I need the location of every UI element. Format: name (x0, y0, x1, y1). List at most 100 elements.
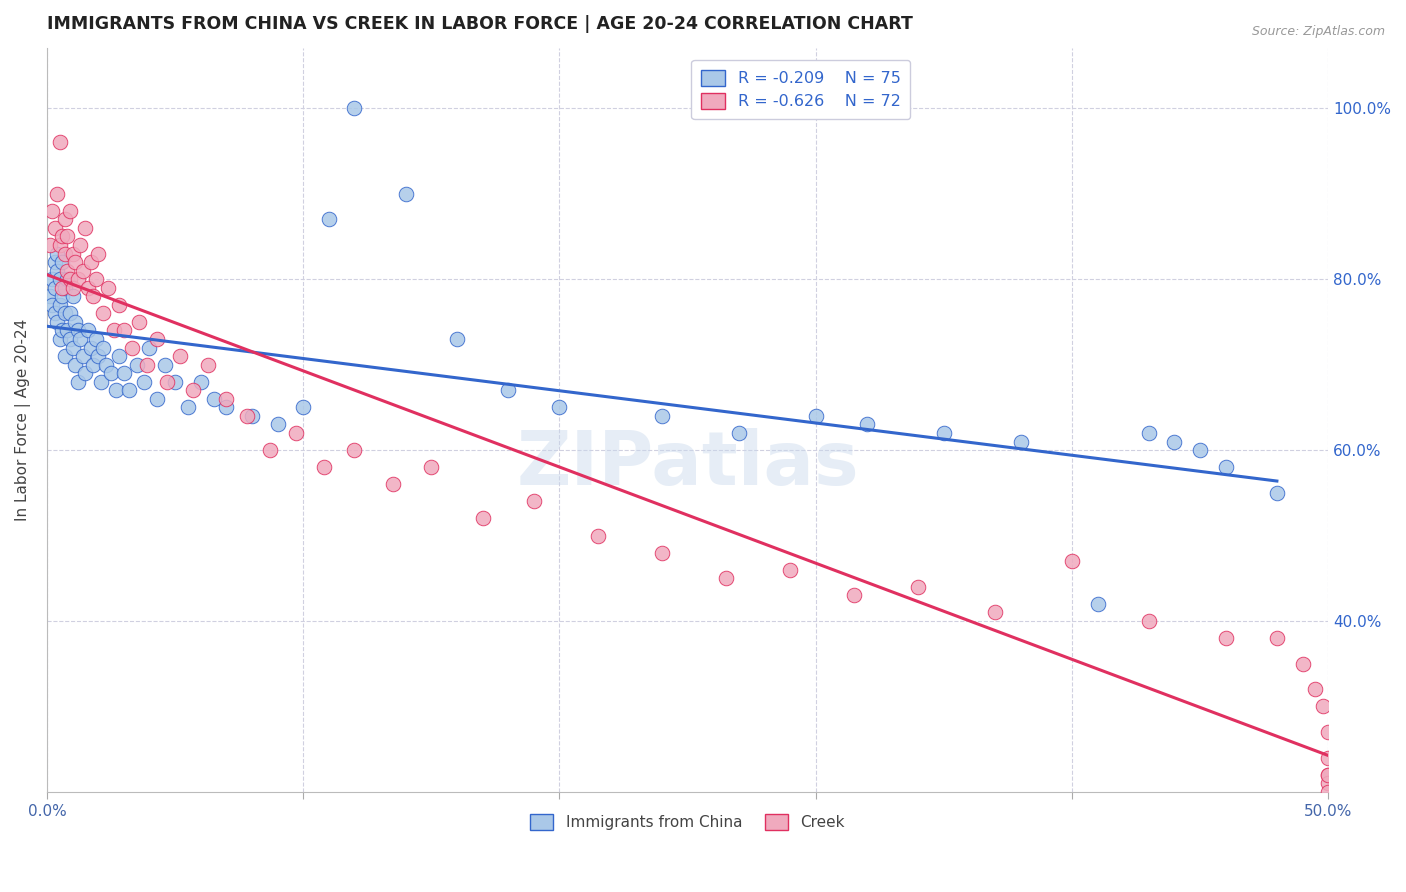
Point (77, 281, 100, 295)
Point (907, 580, 929, 594)
Point (1312, 699, 1334, 714)
Point (59, 203, 82, 218)
Point (586, 528, 609, 542)
Point (62, 281, 84, 295)
Point (56, 263, 79, 277)
Point (177, 401, 200, 415)
Point (1317, 725, 1340, 739)
Point (318, 212, 340, 227)
Point (215, 392, 238, 406)
Point (548, 401, 571, 415)
Point (779, 563, 801, 577)
Point (62, 341, 84, 355)
Legend: Immigrants from China, Creek: Immigrants from China, Creek (524, 808, 851, 837)
Point (56, 229, 79, 244)
Point (51, 323, 73, 337)
Point (156, 375, 179, 389)
Point (266, 417, 288, 432)
Point (38, 289, 60, 303)
Point (1189, 443, 1212, 458)
Point (44, 255, 66, 269)
Point (343, 443, 366, 458)
Point (103, 323, 125, 337)
Point (51, 281, 73, 295)
Point (77, 323, 100, 337)
Point (146, 332, 169, 346)
Point (1317, 785, 1340, 799)
Point (49, 238, 72, 252)
Point (1291, 657, 1313, 671)
Point (44, 306, 66, 320)
Point (72, 263, 94, 277)
Point (53, 246, 76, 260)
Point (82, 289, 104, 303)
Point (53, 281, 76, 295)
Point (1137, 614, 1160, 628)
Point (107, 349, 129, 363)
Point (1087, 597, 1109, 611)
Point (651, 409, 673, 423)
Text: IMMIGRANTS FROM CHINA VS CREEK IN LABOR FORCE | AGE 20-24 CORRELATION CHART: IMMIGRANTS FROM CHINA VS CREEK IN LABOR … (46, 15, 912, 33)
Point (93, 306, 115, 320)
Point (169, 349, 191, 363)
Point (59, 306, 82, 320)
Point (1317, 751, 1340, 765)
Point (842, 588, 865, 602)
Point (75, 366, 97, 380)
Point (59, 332, 82, 346)
Point (82, 358, 104, 372)
Point (1215, 631, 1237, 645)
Point (53, 306, 76, 320)
Point (44, 281, 66, 295)
Point (128, 315, 150, 329)
Point (134, 375, 156, 389)
Point (93, 341, 115, 355)
Point (932, 425, 955, 440)
Point (49, 298, 72, 312)
Point (44, 221, 66, 235)
Point (49, 136, 72, 150)
Point (197, 358, 219, 372)
Point (1317, 793, 1340, 807)
Point (651, 546, 673, 560)
Point (46, 186, 69, 201)
Point (1317, 768, 1340, 782)
Point (312, 460, 335, 475)
Point (121, 341, 143, 355)
Point (100, 366, 122, 380)
Point (62, 246, 84, 260)
Point (56, 323, 79, 337)
Point (1265, 631, 1288, 645)
Point (41, 272, 63, 286)
Point (51, 255, 73, 269)
Point (471, 511, 494, 525)
Point (46, 246, 69, 260)
Point (72, 349, 94, 363)
Point (49, 272, 72, 286)
Point (1060, 554, 1083, 568)
Point (984, 606, 1007, 620)
Point (1010, 434, 1032, 449)
Point (118, 384, 141, 398)
Point (1317, 776, 1340, 790)
Point (56, 272, 79, 286)
Point (51, 289, 73, 303)
Point (714, 571, 737, 585)
Point (41, 203, 63, 218)
Point (215, 401, 238, 415)
Point (804, 409, 827, 423)
Point (259, 443, 281, 458)
Point (856, 417, 879, 432)
Point (87, 349, 110, 363)
Point (1317, 768, 1340, 782)
Point (153, 358, 176, 372)
Point (165, 375, 187, 389)
Point (496, 384, 519, 398)
Point (107, 298, 129, 312)
Point (63, 315, 86, 329)
Point (105, 384, 128, 398)
Point (63, 358, 86, 372)
Point (1137, 425, 1160, 440)
Y-axis label: In Labor Force | Age 20-24: In Labor Force | Age 20-24 (15, 319, 31, 521)
Point (112, 323, 135, 337)
